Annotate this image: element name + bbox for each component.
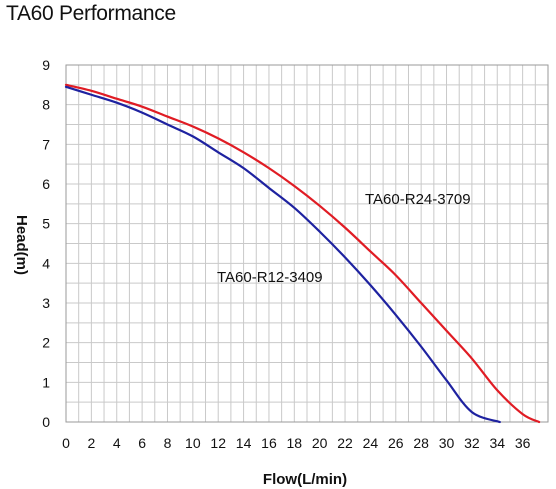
x-tick-label: 24 [363, 435, 379, 451]
x-tick-label: 16 [261, 435, 277, 451]
y-tick-label: 1 [42, 374, 50, 390]
x-tick-label: 6 [138, 435, 146, 451]
series-line-r12 [64, 85, 501, 424]
x-tick-label: 22 [337, 435, 353, 451]
y-axis-label: Head(m) [13, 215, 30, 275]
x-tick-label: 36 [515, 435, 531, 451]
series-layer [64, 83, 541, 424]
y-tick-label: 6 [42, 176, 50, 192]
series-label-r24: TA60-R24-3709 [365, 191, 471, 208]
y-tick-label: 4 [42, 255, 50, 271]
x-tick-label: 32 [464, 435, 480, 451]
tick-labels: 0 2 4 6 8 10 12 14 16 18 20 22 24 26 28 30 32 34 360123456… [42, 57, 530, 451]
x-tick-label: 18 [287, 435, 303, 451]
x-tick-label: 28 [413, 435, 429, 451]
series-line-r24 [64, 83, 541, 424]
plot-border [65, 64, 549, 423]
y-tick-label: 0 [42, 414, 50, 430]
x-tick-label: 0 [62, 435, 70, 451]
grid [65, 64, 549, 423]
y-tick-label: 3 [42, 295, 50, 311]
x-axis-label: Flow(L/min) [263, 471, 347, 488]
x-tick-label: 8 [164, 435, 172, 451]
y-tick-label: 2 [42, 335, 50, 351]
series-label-r12: TA60-R12-3409 [217, 269, 323, 286]
y-tick-label: 9 [42, 57, 50, 73]
x-tick-label: 2 [87, 435, 95, 451]
y-tick-label: 8 [42, 97, 50, 113]
x-tick-label: 12 [210, 435, 226, 451]
x-tick-label: 30 [439, 435, 455, 451]
x-tick-label: 4 [113, 435, 121, 451]
x-tick-label: 20 [312, 435, 328, 451]
x-tick-label: 10 [185, 435, 201, 451]
x-tick-label: 34 [489, 435, 505, 451]
labels: Flow(L/min) Head(m) TA60-R24-3709 TA60-R… [13, 191, 471, 488]
chart-title: TA60 Performance [6, 2, 176, 25]
y-tick-label: 5 [42, 216, 50, 232]
x-tick-label: 26 [388, 435, 404, 451]
y-tick-label: 7 [42, 136, 50, 152]
x-tick-label: 14 [236, 435, 252, 451]
